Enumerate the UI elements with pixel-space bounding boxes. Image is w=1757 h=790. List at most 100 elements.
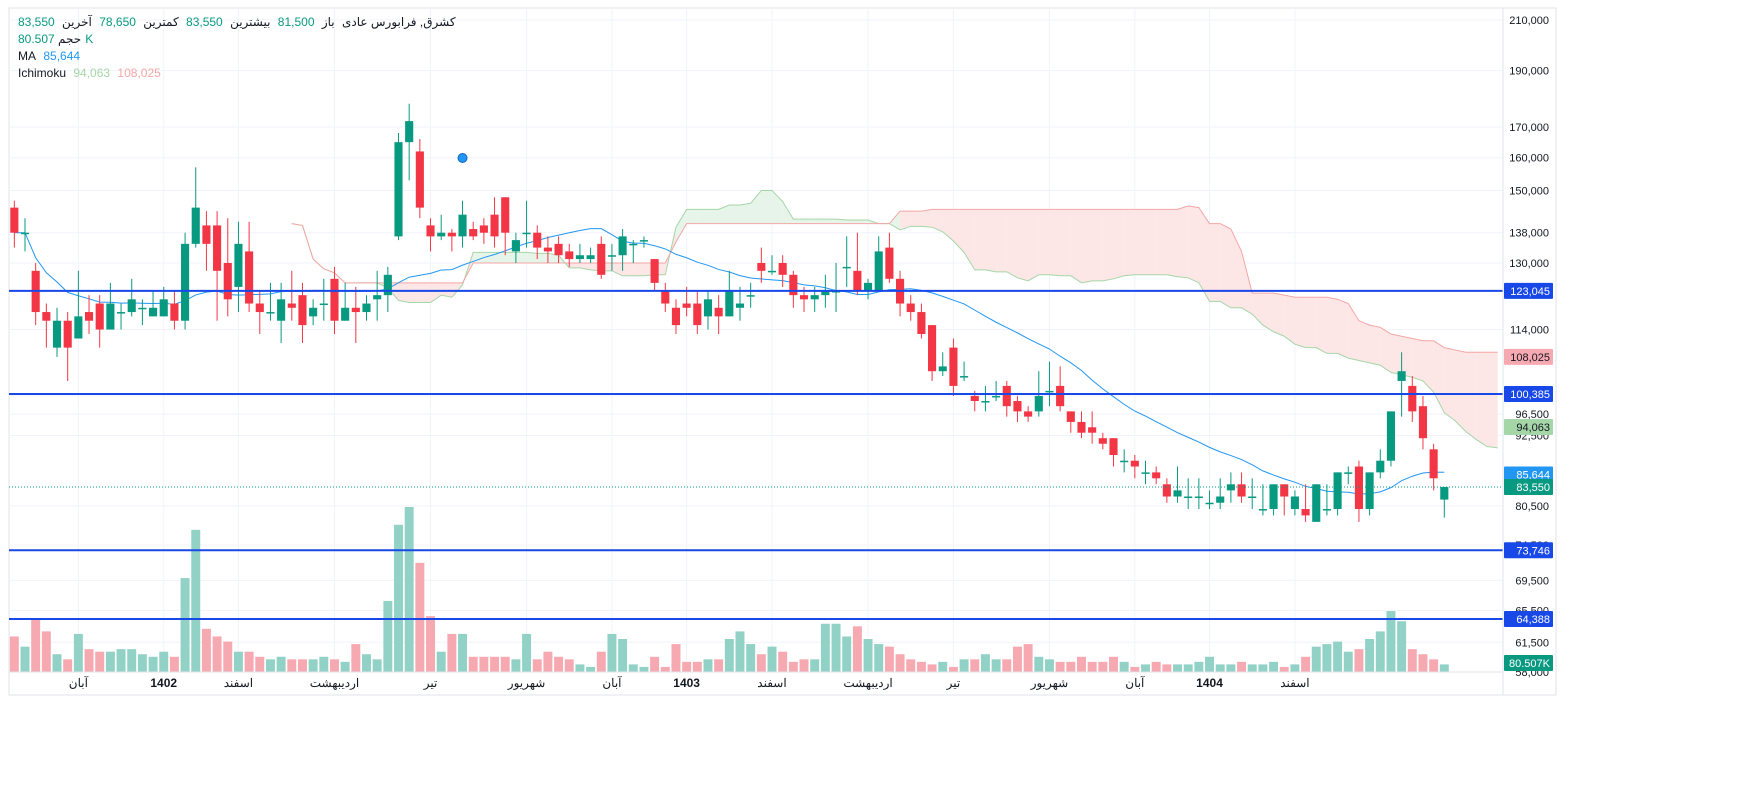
candle bbox=[949, 338, 958, 396]
volume-bar bbox=[884, 646, 894, 672]
volume-bar bbox=[52, 654, 62, 672]
price-badge: 83,550 bbox=[1504, 479, 1553, 496]
event-marker-icon bbox=[457, 153, 468, 163]
candle bbox=[1312, 484, 1321, 522]
candle-body bbox=[479, 225, 488, 233]
candle bbox=[650, 259, 659, 292]
candle-body bbox=[1440, 487, 1449, 500]
cloud-segment bbox=[1188, 205, 1199, 283]
volume-badge-bg bbox=[1504, 655, 1553, 671]
cloud-segment bbox=[1380, 327, 1391, 373]
cloud-segment bbox=[750, 190, 762, 224]
candle bbox=[501, 197, 510, 256]
volume-bar bbox=[41, 631, 51, 672]
candle bbox=[842, 236, 851, 287]
volume-bar bbox=[660, 666, 670, 672]
candle bbox=[853, 232, 862, 296]
volume-bar bbox=[1386, 611, 1396, 672]
volume-bar bbox=[1354, 649, 1364, 672]
legend-high-value: 83,550 bbox=[186, 15, 223, 29]
cloud-segment bbox=[1337, 299, 1349, 359]
time-tick-label: آبان bbox=[1125, 675, 1145, 690]
candle-body bbox=[426, 225, 435, 237]
volume-bar bbox=[436, 651, 446, 672]
volume-bar bbox=[319, 656, 329, 672]
volume-bar bbox=[1375, 631, 1385, 672]
candle bbox=[309, 299, 318, 326]
volume-bar bbox=[1002, 659, 1012, 672]
volume-bar bbox=[714, 659, 724, 672]
price-grid bbox=[9, 8, 1503, 673]
candle-body bbox=[309, 307, 318, 317]
price-tick-label: 61,500 bbox=[1515, 637, 1549, 649]
candle bbox=[1184, 478, 1193, 510]
volume-bar bbox=[159, 651, 169, 672]
legend-symbol-title: کشرق, فرابورس عادی bbox=[341, 15, 456, 29]
candle bbox=[1098, 432, 1107, 450]
legend-volume-row: حجم 80.507K bbox=[18, 31, 460, 48]
cloud-segment bbox=[1284, 295, 1295, 345]
candle bbox=[181, 232, 190, 330]
candle-body bbox=[917, 312, 926, 334]
candle-body bbox=[52, 320, 62, 348]
volume-bar bbox=[458, 633, 468, 672]
volume-bar bbox=[1322, 644, 1332, 672]
candle-body bbox=[938, 366, 947, 372]
chart-legend: کشرق, فرابورس عادی باز 81,500 بیشترین 83… bbox=[18, 14, 460, 82]
candle bbox=[490, 197, 499, 248]
candle-body bbox=[287, 303, 296, 308]
volume-bar bbox=[329, 659, 339, 672]
volume-bar bbox=[223, 641, 233, 672]
candle-body bbox=[693, 303, 702, 326]
volume-bar bbox=[703, 659, 713, 672]
candle-body bbox=[1088, 427, 1097, 433]
cloud-segment bbox=[804, 219, 815, 224]
cloud-segment bbox=[398, 282, 410, 303]
candle-body bbox=[1418, 406, 1428, 439]
candle-body bbox=[522, 232, 531, 235]
candle-body bbox=[1098, 438, 1107, 444]
cloud-segment bbox=[1124, 209, 1135, 276]
candle-body bbox=[821, 291, 830, 296]
candle bbox=[1237, 472, 1246, 503]
candle bbox=[63, 312, 72, 381]
volume-bar bbox=[1205, 656, 1215, 672]
cloud-segment bbox=[814, 219, 826, 224]
cloud-segment bbox=[1465, 352, 1477, 440]
cloud-segment bbox=[1177, 205, 1189, 278]
candle bbox=[405, 103, 414, 181]
volume-bar bbox=[127, 649, 137, 672]
candle bbox=[1120, 449, 1129, 473]
candle-body bbox=[469, 229, 478, 237]
hline-price-badge: 73,746 bbox=[1504, 542, 1553, 559]
price-badge-bg bbox=[1504, 418, 1553, 435]
candle-body bbox=[447, 232, 456, 237]
volume-bar bbox=[1279, 666, 1289, 672]
time-tick-label: اردیبهشت bbox=[310, 676, 359, 690]
volume-bar bbox=[500, 656, 510, 672]
candle-body bbox=[383, 274, 392, 296]
volume-bar bbox=[820, 623, 830, 672]
candle bbox=[1162, 478, 1171, 503]
candle bbox=[1386, 411, 1396, 467]
time-tick-label: شهریور bbox=[507, 676, 546, 690]
cloud-segment bbox=[1476, 352, 1487, 447]
candle-body bbox=[1237, 484, 1246, 497]
volume-bar bbox=[671, 644, 681, 672]
candle-body bbox=[170, 303, 179, 321]
candle-body bbox=[1429, 449, 1438, 479]
candle bbox=[1408, 376, 1417, 422]
candle bbox=[447, 229, 456, 252]
candle-body bbox=[106, 303, 115, 330]
candle bbox=[170, 291, 179, 330]
candle-body bbox=[1109, 438, 1118, 455]
volume-bar bbox=[1023, 644, 1033, 672]
volume-bar bbox=[1194, 661, 1204, 672]
volume-bar bbox=[831, 623, 841, 672]
cloud-segment bbox=[1358, 320, 1370, 363]
cloud-segment bbox=[739, 203, 751, 224]
volume-bar bbox=[596, 651, 606, 672]
candle-body bbox=[223, 262, 232, 300]
